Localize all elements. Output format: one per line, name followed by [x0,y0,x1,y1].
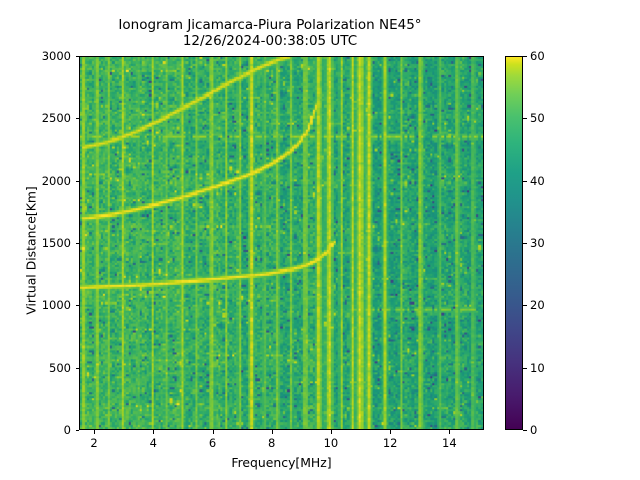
x-tick-label: 8 [268,436,276,450]
y-tick-mark [75,243,79,244]
colorbar [505,56,523,430]
x-tick-label: 6 [208,436,217,450]
x-tick-label: 14 [442,436,457,450]
y-tick-label: 2500 [41,111,71,126]
x-tick-mark [271,430,273,434]
colorbar-tick-label: 30 [530,236,545,250]
colorbar-tick-mark [523,243,527,244]
y-tick-label: 2000 [41,173,71,188]
x-tick-label: 12 [382,436,398,450]
x-tick-label: 4 [149,436,157,450]
y-tick-mark [75,367,79,369]
y-tick-mark [75,180,79,182]
y-tick-label: 500 [49,360,71,375]
title-line-1: Ionogram Jicamarca-Piura Polarization NE… [118,17,422,33]
x-tick-mark [153,430,155,434]
colorbar-tick-mark [523,180,527,182]
colorbar-tick-label: 20 [530,298,545,313]
colorbar-tick-mark [523,56,527,57]
x-tick-mark [449,430,451,434]
colorbar-tick-mark [523,367,527,369]
y-tick-mark [75,305,79,307]
x-tick-mark [390,430,392,434]
ionogram-heatmap-canvas [80,57,483,429]
y-axis-title: Virtual Distance[Km] [23,186,39,315]
colorbar-tick-label: 60 [530,49,545,63]
y-tick-label: 1000 [41,298,71,313]
y-tick-mark [75,118,79,120]
colorbar-tick-mark [523,305,527,307]
y-tick-label: 0 [63,423,71,437]
colorbar-tick-mark [523,118,527,120]
x-tick-label: 10 [323,436,339,450]
colorbar-tick-label: 10 [530,360,545,375]
figure-title: Ionogram Jicamarca-Piura Polarization NE… [0,17,540,49]
title-line-2: 12/26/2024-00:38:05 UTC [182,33,358,49]
colorbar-tick-label: 0 [530,423,538,437]
x-tick-mark [212,430,214,434]
x-axis-title: Frequency[MHz] [231,455,332,470]
ionogram-plot-area[interactable] [79,56,484,430]
x-tick-label: 2 [90,436,98,450]
colorbar-tick-mark [523,430,527,431]
y-tick-mark [75,56,79,57]
colorbar-tick-label: 40 [530,173,545,188]
x-tick-mark [94,430,96,434]
y-tick-label: 3000 [41,49,71,63]
y-tick-label: 1500 [41,236,71,250]
x-tick-mark [330,430,332,434]
y-tick-mark [75,430,79,431]
colorbar-tick-label: 50 [530,111,545,126]
